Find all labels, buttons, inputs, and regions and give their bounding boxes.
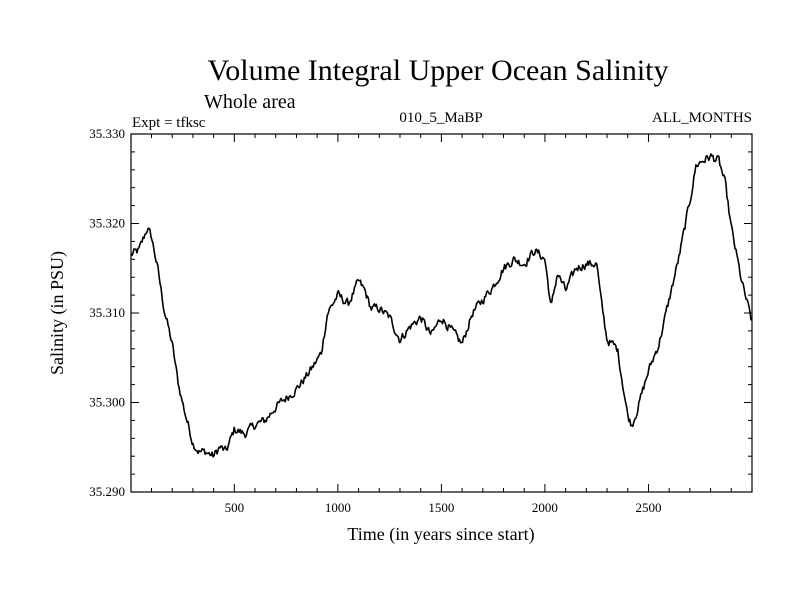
x-tick-label: 500 bbox=[225, 500, 245, 515]
x-tick-label: 1500 bbox=[428, 500, 454, 515]
plot-area bbox=[130, 133, 753, 493]
salinity-series-line bbox=[130, 153, 753, 458]
x-tick-label: 1000 bbox=[325, 500, 351, 515]
plot-frame bbox=[130, 133, 753, 493]
y-tick-label: 35.310 bbox=[89, 305, 125, 320]
months-label: ALL_MONTHS bbox=[652, 110, 752, 126]
x-axis-label: Time (in years since start) bbox=[347, 524, 534, 545]
y-tick-labels: 35.290 35.300 35.310 35.320 35.330 bbox=[89, 126, 125, 499]
x-tick-labels: 500 1000 1500 2000 2500 bbox=[225, 500, 662, 515]
y-tick-label: 35.320 bbox=[89, 216, 125, 231]
y-axis-label: Salinity (in PSU) bbox=[47, 251, 68, 375]
run-label: 010_5_MaBP bbox=[399, 110, 482, 126]
axis-ticks bbox=[131, 134, 752, 492]
experiment-label: Expt = tfksc bbox=[132, 115, 206, 131]
x-tick-label: 2500 bbox=[635, 500, 661, 515]
chart-title: Volume Integral Upper Ocean Salinity bbox=[208, 54, 669, 87]
y-tick-label: 35.330 bbox=[89, 126, 125, 141]
chart-subtitle: Whole area bbox=[204, 91, 296, 113]
y-tick-label: 35.300 bbox=[89, 395, 125, 410]
y-tick-label: 35.290 bbox=[89, 484, 125, 499]
x-tick-label: 2000 bbox=[532, 500, 558, 515]
